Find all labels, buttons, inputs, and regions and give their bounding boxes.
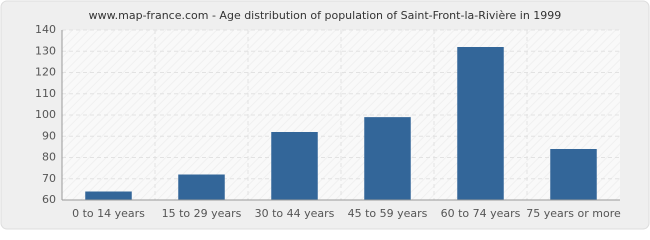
y-tick-label: 120 bbox=[35, 66, 56, 79]
bar bbox=[85, 191, 132, 200]
y-tick-label: 70 bbox=[42, 172, 56, 185]
bar bbox=[271, 132, 318, 200]
y-tick-label: 110 bbox=[35, 87, 56, 100]
x-tick-label: 0 to 14 years bbox=[72, 207, 145, 220]
x-tick-label: 45 to 59 years bbox=[348, 207, 428, 220]
x-tick-label: 30 to 44 years bbox=[255, 207, 335, 220]
x-tick-label: 15 to 29 years bbox=[162, 207, 242, 220]
y-tick-label: 130 bbox=[35, 44, 56, 57]
x-tick-label: 60 to 74 years bbox=[441, 207, 521, 220]
y-tick-label: 90 bbox=[42, 129, 56, 142]
bar bbox=[550, 149, 597, 200]
bar bbox=[178, 174, 225, 200]
y-tick-label: 60 bbox=[42, 193, 56, 206]
bar bbox=[364, 117, 411, 200]
y-tick-label: 140 bbox=[35, 23, 56, 36]
bar bbox=[457, 47, 504, 200]
page: www.map-france.com - Age distribution of… bbox=[0, 0, 650, 230]
chart-title: www.map-france.com - Age distribution of… bbox=[89, 9, 562, 22]
y-tick-label: 80 bbox=[42, 151, 56, 164]
y-tick-label: 100 bbox=[35, 108, 56, 121]
chart: www.map-france.com - Age distribution of… bbox=[0, 0, 650, 230]
x-tick-label: 75 years or more bbox=[526, 207, 621, 220]
